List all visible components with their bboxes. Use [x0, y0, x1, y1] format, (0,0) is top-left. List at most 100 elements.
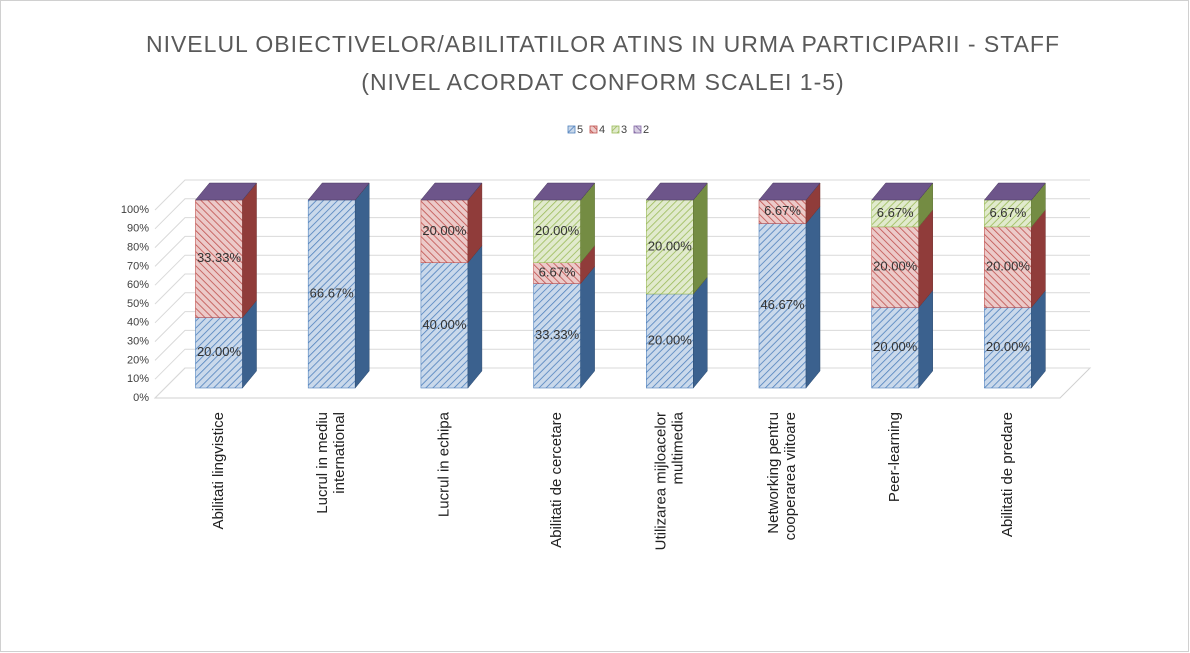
bar-segment	[307, 182, 370, 389]
bar-side	[467, 244, 483, 389]
bar-segment	[984, 182, 1046, 228]
bar-front	[533, 283, 581, 389]
bar-front	[420, 262, 469, 389]
value-label: 20.00%	[197, 344, 242, 359]
value-label: 6.67%	[877, 205, 914, 220]
bar-front	[533, 199, 581, 263]
bar-front	[758, 223, 807, 389]
legend-swatch	[611, 125, 620, 134]
value-label: 66.67%	[310, 285, 355, 300]
legend-swatch	[567, 125, 576, 134]
bar-segment	[195, 182, 257, 319]
bar-front	[645, 199, 694, 295]
value-label: 6.67%	[989, 205, 1026, 220]
y-tick-label: 80%	[127, 242, 149, 254]
bar-segment	[758, 205, 821, 389]
grid-line	[154, 217, 1090, 248]
bar-front	[195, 199, 243, 318]
legend-swatch	[633, 125, 642, 134]
bar-front	[645, 293, 694, 389]
bar-segment	[645, 182, 708, 295]
bar-front	[420, 199, 469, 263]
x-tick-label: Peer-learning	[886, 412, 903, 502]
bar-front	[871, 307, 920, 389]
bar-side	[242, 182, 257, 319]
value-label: 40.00%	[422, 317, 467, 332]
bar-segment	[420, 244, 483, 389]
bar-top	[533, 182, 596, 201]
bar-segment	[984, 289, 1046, 389]
grid-line	[154, 292, 1090, 324]
bar-front	[984, 226, 1032, 308]
bar-segment	[758, 182, 821, 225]
chart-title: NIVELUL OBIECTIVELOR/ABILITATILOR ATINS …	[146, 31, 1060, 57]
bar-segment	[533, 244, 595, 285]
x-tick-label: Abilitati de cercetare	[548, 412, 565, 548]
y-tick-label: 10%	[127, 373, 149, 385]
legend-label: 2	[643, 124, 649, 136]
bar-side	[693, 276, 708, 389]
grid-line	[154, 311, 1090, 342]
value-label: 20.00%	[648, 332, 693, 347]
x-tick-label: Utilizarea mijloacelormultimedia	[652, 411, 686, 550]
x-tick-label: Abilitati lingvistice	[210, 412, 227, 530]
value-label: 20.00%	[873, 339, 918, 354]
bar-side	[354, 182, 370, 389]
grid-line	[154, 329, 1090, 361]
value-label: 33.33%	[197, 250, 242, 265]
bar-side	[693, 182, 708, 295]
chart-title: (NIVEL ACORDAT CONFORM SCALEI 1-5)	[361, 69, 844, 95]
bar-front	[984, 307, 1032, 389]
x-tick-label: Abilitati de predare	[999, 412, 1016, 537]
floor	[153, 367, 1092, 399]
bar-top	[307, 182, 370, 201]
bar-segment	[645, 276, 708, 389]
value-label: 33.33%	[535, 327, 580, 342]
y-tick-label: 30%	[127, 336, 149, 348]
grid-line	[154, 254, 1090, 286]
y-tick-label: 0%	[133, 392, 149, 404]
grid-line	[154, 198, 1090, 230]
bar-side	[805, 205, 821, 389]
legend-swatch	[589, 125, 598, 134]
legend-label: 5	[577, 124, 583, 136]
y-tick-label: 90%	[127, 223, 149, 235]
bar-top	[645, 182, 708, 201]
grid-line	[154, 179, 1090, 211]
bar-segment	[533, 265, 595, 389]
bar-top	[420, 182, 483, 201]
y-tick-label: 70%	[127, 260, 149, 272]
grid-line	[154, 348, 1090, 380]
value-label: 20.00%	[986, 259, 1031, 274]
bar-segment	[533, 182, 595, 264]
value-label: 20.00%	[648, 238, 693, 253]
y-tick-label: 20%	[127, 354, 149, 366]
x-tick-label: Networking pentrucooperarea viitoare	[765, 412, 799, 540]
value-label: 6.67%	[764, 203, 801, 218]
value-label: 20.00%	[986, 339, 1031, 354]
value-label: 20.00%	[535, 223, 580, 238]
bar-front	[984, 199, 1032, 228]
bar-top	[758, 182, 821, 201]
x-tick-label: Lucrul in mediuinternational	[314, 412, 348, 514]
value-label: 6.67%	[539, 265, 576, 280]
bar-top	[871, 182, 934, 201]
y-tick-label: 100%	[121, 204, 149, 216]
value-label: 20.00%	[422, 223, 467, 238]
bar-segment	[871, 289, 933, 389]
legend-label: 3	[621, 124, 627, 136]
bar-side	[580, 265, 595, 389]
bar-segment	[871, 209, 933, 309]
bar-segment	[420, 182, 483, 264]
y-tick-label: 60%	[127, 279, 149, 291]
y-tick-label: 40%	[127, 317, 149, 329]
value-label: 20.00%	[873, 259, 918, 274]
x-tick-label: Lucrul in echipa	[435, 411, 452, 517]
bar-top	[194, 182, 258, 201]
bar-top	[983, 182, 1046, 201]
bar-front	[307, 199, 356, 389]
bar-segment	[984, 209, 1046, 309]
grid-line	[154, 273, 1090, 305]
